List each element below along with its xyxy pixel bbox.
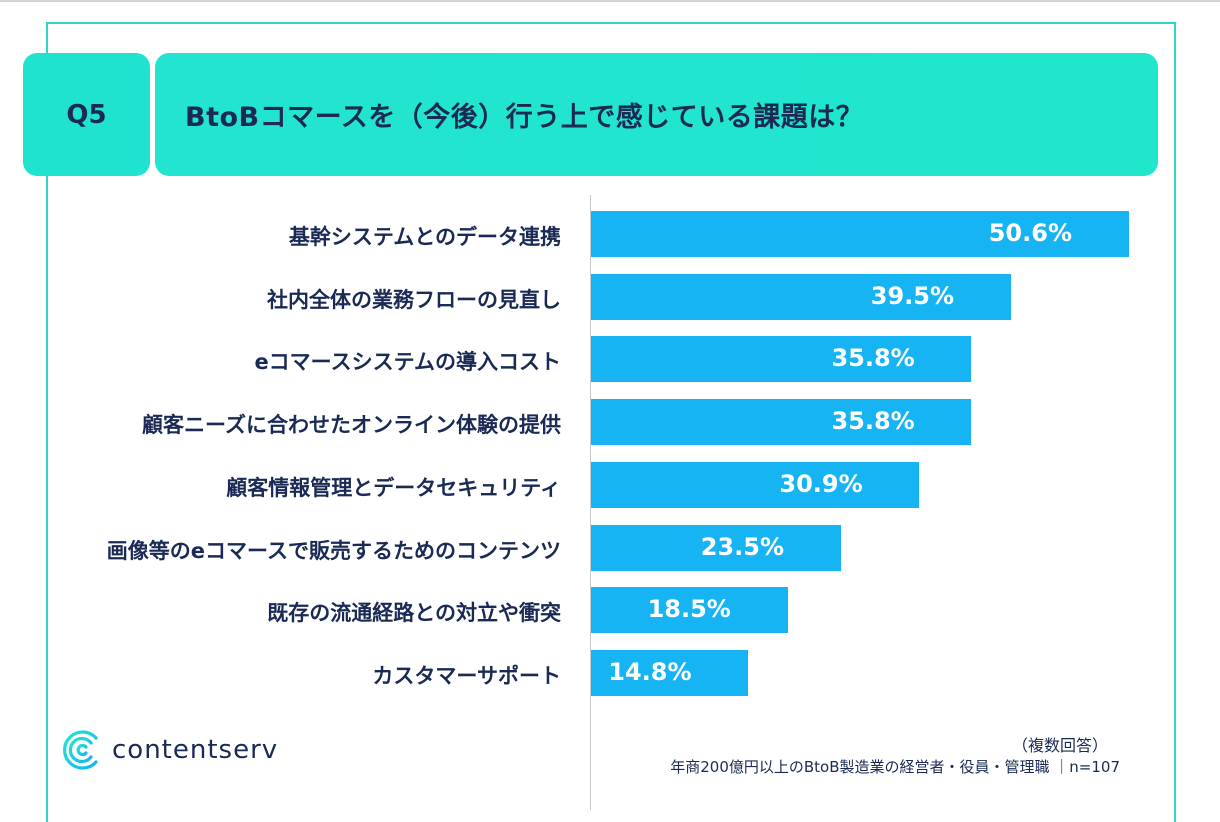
top-divider xyxy=(0,0,1220,2)
chart-axis-line xyxy=(590,195,591,810)
bar xyxy=(591,273,1011,320)
bar xyxy=(591,211,1129,257)
value-label: 39.5% xyxy=(870,281,955,310)
sample-note: 年商200億円以上のBtoB製造業の経営者・役員・管理職 ｜n=107 xyxy=(670,758,1120,776)
contentserv-logo: contentserv xyxy=(60,728,278,772)
bar xyxy=(591,461,920,508)
category-label: 社内全体の業務フローの見直し xyxy=(267,287,561,312)
value-label: 50.6% xyxy=(988,219,1072,247)
category-label: eコマースシステムの導入コスト xyxy=(254,350,561,375)
value-label: 23.5% xyxy=(700,532,784,561)
value-label: 14.8% xyxy=(608,657,692,686)
question-title-banner: BtoBコマースを（今後）行う上で感じている課題は？ xyxy=(155,53,1158,176)
category-label: 基幹システムとのデータ連携 xyxy=(288,225,561,249)
content-frame xyxy=(46,22,1176,822)
value-label: 18.5% xyxy=(647,595,731,624)
value-label: 35.8% xyxy=(831,344,915,373)
contentserv-logo-icon xyxy=(63,730,98,770)
bar xyxy=(591,399,972,446)
bar xyxy=(591,524,841,571)
question-number: Q5 xyxy=(66,99,107,130)
category-label: 画像等のeコマースで販売するためのコンテンツ xyxy=(106,538,561,563)
bar xyxy=(591,649,749,696)
category-label: 顧客情報管理とデータセキュリティ xyxy=(226,475,561,500)
logo-text: contentserv xyxy=(112,735,279,765)
multiple-answer-note: （複数回答） xyxy=(1011,736,1108,755)
value-label: 30.9% xyxy=(779,469,863,498)
bar xyxy=(591,587,788,634)
question-number-badge: Q5 xyxy=(23,53,150,176)
bar xyxy=(591,336,972,383)
category-label: 既存の流通経路との対立や衝突 xyxy=(267,601,561,626)
question-title: BtoBコマースを（今後）行う上で感じている課題は？ xyxy=(185,102,864,133)
category-label: 顧客ニーズに合わせたオンライン体験の提供 xyxy=(142,413,561,438)
value-label: 35.8% xyxy=(831,407,915,436)
category-label: カスタマーサポート xyxy=(372,663,561,688)
